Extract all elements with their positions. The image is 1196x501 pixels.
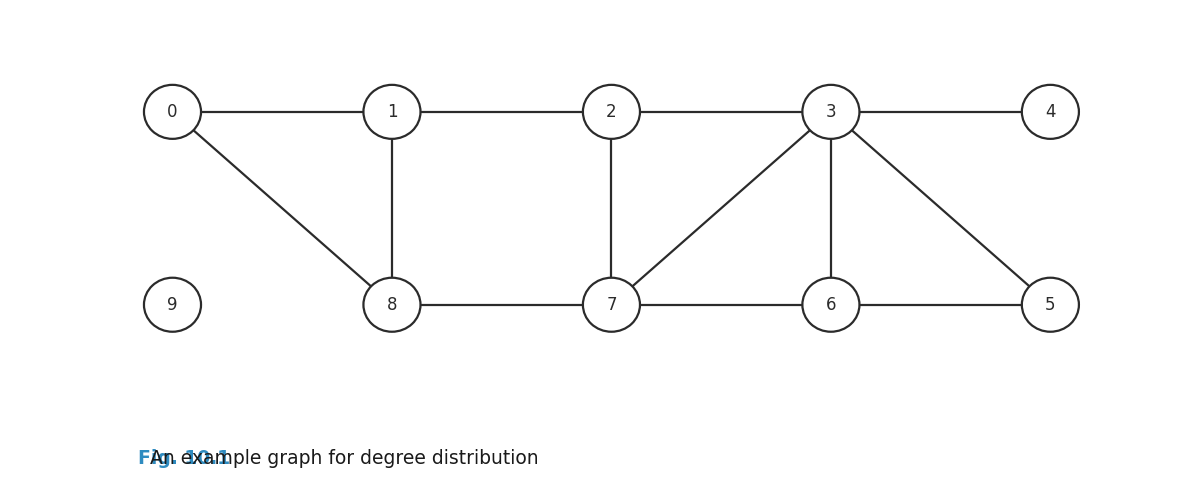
Ellipse shape (1021, 278, 1079, 332)
Text: 3: 3 (825, 103, 836, 121)
Text: 1: 1 (386, 103, 397, 121)
Text: Fig. 10.1: Fig. 10.1 (138, 449, 230, 468)
Ellipse shape (582, 85, 640, 139)
Ellipse shape (144, 85, 201, 139)
Text: 7: 7 (606, 296, 617, 314)
Text: 6: 6 (825, 296, 836, 314)
Ellipse shape (803, 85, 860, 139)
Text: An example graph for degree distribution: An example graph for degree distribution (138, 449, 538, 468)
Text: 2: 2 (606, 103, 617, 121)
Text: 8: 8 (386, 296, 397, 314)
Text: 4: 4 (1045, 103, 1056, 121)
Ellipse shape (144, 278, 201, 332)
Ellipse shape (582, 278, 640, 332)
Text: 9: 9 (167, 296, 178, 314)
Ellipse shape (803, 278, 860, 332)
Ellipse shape (364, 278, 421, 332)
Ellipse shape (364, 85, 421, 139)
Ellipse shape (1021, 85, 1079, 139)
Text: 0: 0 (167, 103, 178, 121)
Text: 5: 5 (1045, 296, 1056, 314)
